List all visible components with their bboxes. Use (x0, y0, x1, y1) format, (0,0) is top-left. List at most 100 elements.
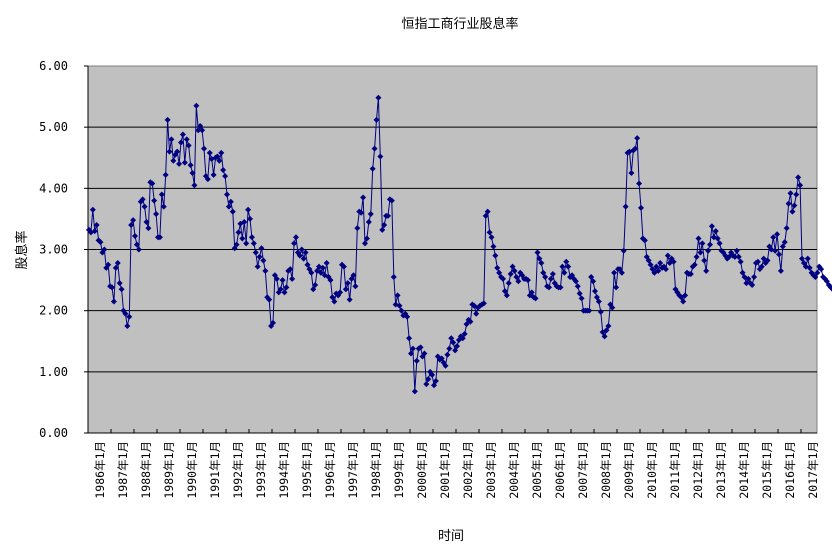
data-point-marker (277, 286, 284, 293)
data-point-marker (534, 249, 541, 256)
data-point-marker (360, 194, 367, 201)
data-point-marker (413, 357, 420, 364)
data-point-marker (337, 289, 344, 296)
data-point-marker (561, 269, 568, 276)
data-point-marker (576, 290, 583, 297)
data-point-marker (507, 270, 514, 277)
x-tick-label: 2001年1月 (438, 441, 452, 499)
x-tick-label: 1994年1月 (277, 441, 291, 499)
data-point-marker (423, 381, 430, 388)
data-point-marker (446, 345, 453, 352)
data-point-marker (490, 243, 497, 250)
data-point-marker (670, 258, 677, 265)
data-point-marker (586, 307, 593, 314)
y-tick-label: 5.00 (39, 120, 68, 134)
data-point-marker (248, 234, 255, 241)
data-point-marker (557, 284, 564, 291)
data-point-marker (128, 222, 135, 229)
x-tick-label: 2014年1月 (737, 441, 751, 499)
data-point-marker (463, 321, 470, 328)
data-point-marker (260, 257, 267, 264)
data-point-marker (655, 267, 662, 274)
data-point-marker (118, 286, 125, 293)
data-point-marker (222, 173, 229, 180)
x-tick-label: 1988年1月 (139, 441, 153, 499)
data-point-marker (329, 294, 336, 301)
data-point-marker (501, 288, 508, 295)
data-point-marker (97, 239, 104, 246)
data-point-marker (712, 228, 719, 235)
x-tick-label: 1989年1月 (162, 441, 176, 499)
data-point-marker (641, 237, 648, 244)
data-point-marker (605, 322, 612, 329)
x-tick-label: 1996年1月 (323, 441, 337, 499)
data-point-marker (618, 269, 625, 276)
data-point-marker (542, 274, 549, 281)
data-point-marker (814, 269, 821, 276)
data-point-marker (425, 376, 432, 383)
data-point-marker (245, 206, 252, 213)
data-point-marker (273, 275, 280, 282)
data-point-marker (500, 275, 506, 282)
data-point-marker (488, 234, 495, 241)
x-tick-label: 2011年1月 (668, 441, 682, 499)
data-point-marker (438, 355, 445, 362)
data-point-marker (496, 269, 503, 276)
data-point-marker (331, 298, 338, 305)
data-point-marker (346, 296, 353, 303)
data-point-marker (524, 277, 531, 284)
data-point-marker (133, 241, 140, 248)
data-point-marker (227, 198, 234, 205)
data-point-marker (592, 288, 598, 295)
data-point-marker (124, 322, 131, 329)
data-point-marker (216, 157, 223, 164)
x-tick-label: 2002年1月 (461, 441, 475, 499)
data-point-marker (130, 217, 137, 224)
data-point-marker (270, 319, 276, 326)
data-point-marker (112, 264, 119, 271)
data-point-marker (701, 257, 708, 264)
data-point-marker (611, 269, 618, 276)
data-point-marker (484, 208, 491, 215)
data-point-marker (156, 234, 163, 241)
data-point-marker (779, 243, 786, 250)
data-point-marker (168, 136, 175, 143)
data-point-marker (287, 266, 294, 273)
data-point-marker (204, 176, 211, 183)
data-point-marker (799, 255, 805, 262)
data-point-marker (252, 249, 259, 256)
x-tick-label: 1992年1月 (231, 441, 245, 499)
data-point-marker (693, 253, 700, 260)
data-point-marker (352, 283, 359, 290)
data-point-marker (703, 267, 710, 274)
data-point-marker (199, 127, 206, 134)
data-point-marker (206, 149, 213, 156)
data-point-marker (448, 335, 455, 342)
data-point-marker (705, 247, 712, 254)
data-point-marker (459, 335, 466, 342)
data-point-marker (187, 162, 194, 169)
data-point-marker (310, 286, 317, 293)
data-point-marker (636, 180, 643, 187)
data-point-marker (452, 347, 459, 354)
data-point-marker (279, 277, 286, 284)
data-point-marker (515, 278, 522, 285)
y-tick-label: 6.00 (39, 59, 68, 73)
data-point-marker (785, 200, 792, 207)
data-point-marker (758, 263, 765, 270)
data-point-marker (603, 327, 610, 334)
data-point-marker (170, 157, 177, 164)
y-axis-ticks: 0.00 1.00 2.00 3.00 4.00 5.00 6.00 (39, 59, 88, 440)
data-point-marker (528, 289, 535, 296)
data-point-marker (829, 286, 832, 292)
data-point-marker (89, 206, 96, 213)
gridlines (88, 126, 817, 373)
x-tick-label: 2000年1月 (415, 441, 429, 499)
data-point-marker (193, 102, 200, 109)
data-point-marker (116, 280, 123, 287)
data-point-marker (91, 228, 98, 235)
data-point-marker (444, 351, 451, 358)
data-point-marker (396, 302, 403, 309)
data-point-marker (153, 211, 160, 218)
data-point-marker (797, 182, 804, 189)
